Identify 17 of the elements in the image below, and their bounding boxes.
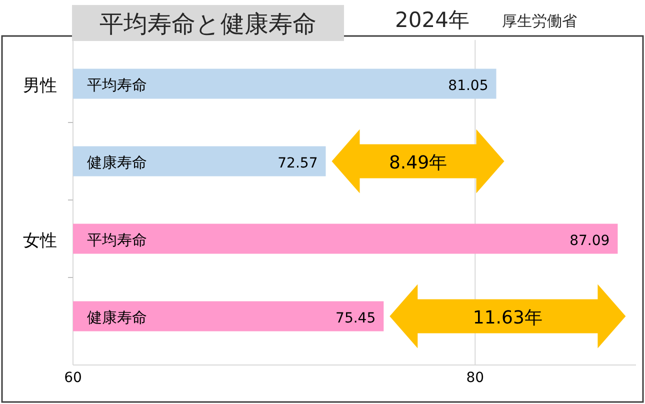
annotation: 11.63年 — [472, 307, 542, 328]
text: 男性 — [23, 76, 57, 96]
chart-subtitle: 2024年 — [395, 8, 470, 32]
y-tick-label: 平均寿命 — [87, 230, 147, 249]
data-label: 87.09 — [570, 232, 610, 249]
y-tick-label: 平均寿命 — [87, 76, 147, 94]
text: 女性 — [23, 230, 57, 251]
x-tick-label: 80 — [466, 370, 484, 386]
x-tick-label: 60 — [64, 370, 82, 386]
y-tick-label: 健康寿命 — [87, 153, 147, 172]
data-label: 75.45 — [336, 310, 376, 326]
annotation: 8.49年 — [388, 152, 448, 174]
data-label: 81.05 — [448, 78, 488, 94]
y-tick-label: 健康寿命 — [87, 308, 147, 326]
data-label: 72.57 — [278, 155, 318, 172]
chart-title: 平均寿命と健康寿命 — [100, 10, 316, 38]
text: 厚生労働省 — [502, 12, 577, 30]
